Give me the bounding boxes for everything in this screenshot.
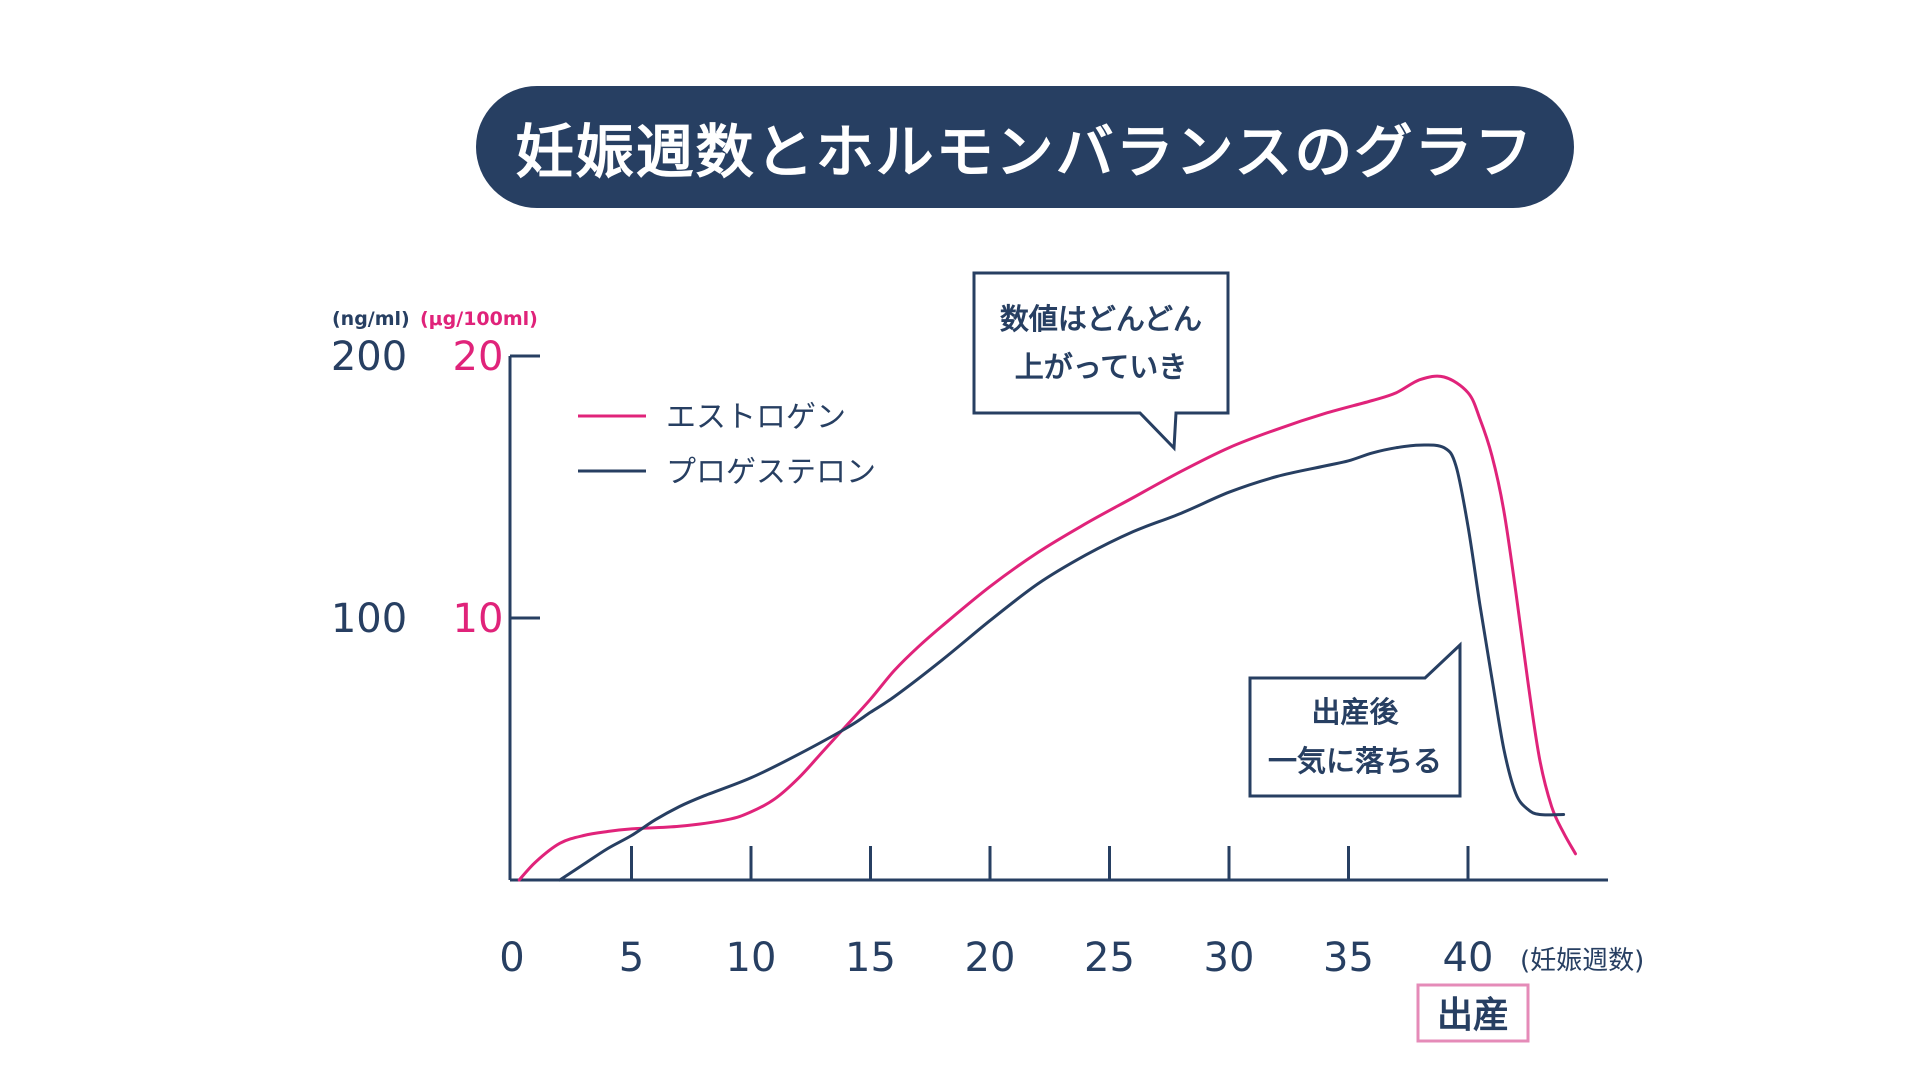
x-tick-label-20: 20: [965, 935, 1016, 981]
page-title: 妊娠週数とホルモンバランスのグラフ: [515, 118, 1535, 186]
callout-rise-bubble: [972, 271, 1230, 452]
legend-label-progesterone: プロゲステロン: [666, 455, 876, 490]
left-axis-unit: (ng/ml): [332, 308, 410, 330]
legend: エストロゲン プロゲステロン: [578, 400, 876, 490]
legend-label-estrogen: エストロゲン: [666, 400, 846, 435]
birth-marker: 出産: [1416, 983, 1530, 1043]
x-axis-unit: (妊娠週数): [1520, 946, 1644, 976]
birth-marker-frame: [1416, 983, 1530, 1043]
x-tick-label-40: 40: [1443, 935, 1494, 981]
right-axis-unit: (μg/100ml): [420, 308, 538, 330]
x-tick-label-0: 0: [499, 935, 524, 981]
callout-drop-line-1: 出産後: [1311, 695, 1399, 729]
x-tick-label-35: 35: [1323, 935, 1374, 981]
x-tick-label-15: 15: [845, 935, 896, 981]
birth-marker-label: 出産: [1437, 995, 1509, 1036]
series-line-estrogen: [517, 374, 1577, 882]
callout-drop-line-2: 一気に落ちる: [1268, 744, 1442, 778]
x-tick-label-25: 25: [1084, 935, 1135, 981]
x-tick-label-5: 5: [619, 935, 644, 981]
axis-ticks: 0 5 10 15 20 25 30 35 40 100 10 200 20: [331, 334, 1494, 981]
y-tick-label-right-10: 10: [453, 596, 504, 642]
y-tick-label-right-20: 20: [453, 334, 504, 380]
y-tick-label-left-100: 100: [331, 596, 407, 642]
y-tick-label-left-200: 200: [331, 334, 407, 380]
series-lines: [517, 374, 1577, 882]
callout-drop-bubble: [1248, 641, 1462, 798]
series-line-progesterone: [558, 443, 1566, 882]
callout-rise: 数値はどんどん 上がっていき: [972, 271, 1230, 452]
callout-rise-line-2: 上がっていき: [1015, 350, 1188, 384]
callout-drop: 出産後 一気に落ちる: [1248, 641, 1462, 798]
x-tick-label-30: 30: [1204, 935, 1255, 981]
callout-rise-line-1: 数値はどんどん: [1000, 302, 1202, 336]
title-banner: 妊娠週数とホルモンバランスのグラフ: [476, 86, 1574, 208]
x-tick-label-10: 10: [726, 935, 777, 981]
